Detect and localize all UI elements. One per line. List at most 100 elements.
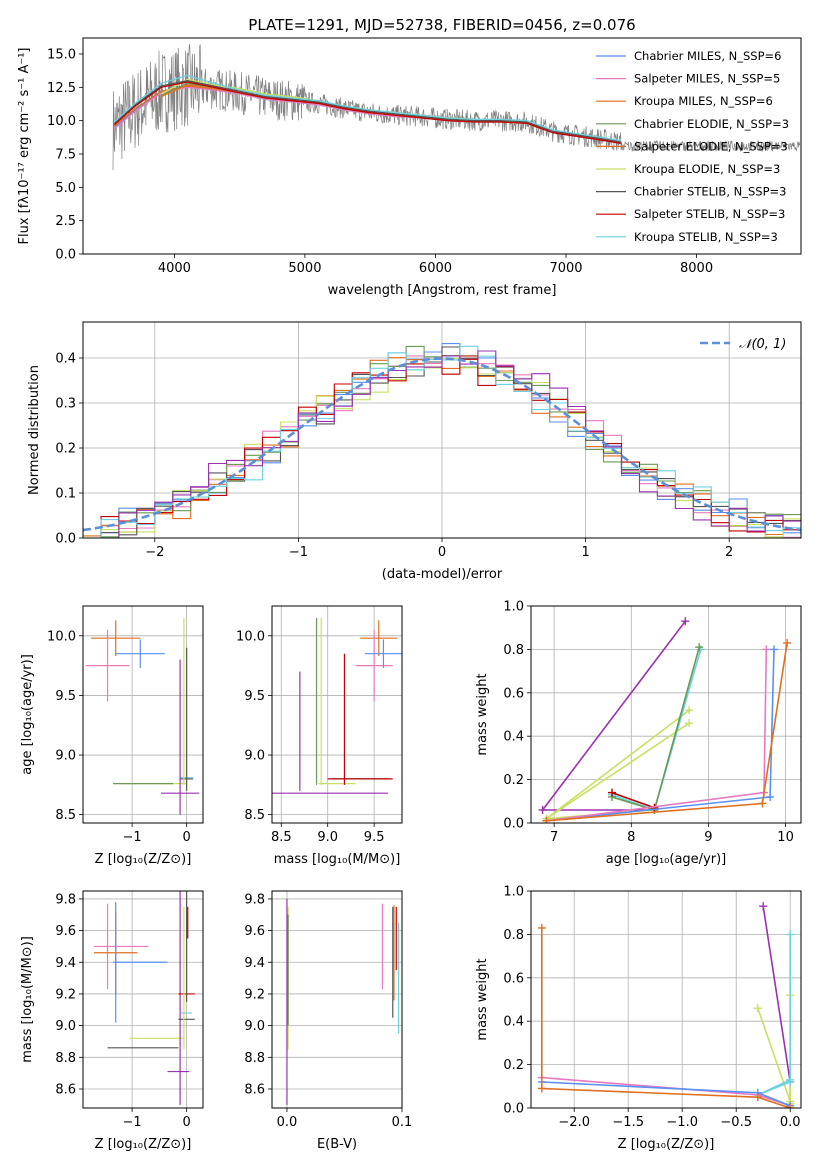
weight-point	[695, 643, 704, 652]
y-tick-label: 0.4	[503, 730, 524, 745]
plot-area	[85, 617, 200, 815]
y-tick-label: 0.3	[55, 397, 76, 412]
y-axis-label: age [log₁₀(age/yr)]	[20, 654, 35, 775]
axes-frame	[82, 37, 802, 255]
legend-entry: Chabrier ELODIE, N_SSP=3	[634, 117, 789, 131]
y-tick-label: 9.2	[244, 987, 265, 1002]
x-axis-label: mass [log₁₀(M/M⊙)]	[274, 852, 401, 867]
x-tick-label: 10	[777, 830, 794, 845]
model-spectrum-line	[113, 74, 621, 142]
x-tick-label: −1	[289, 545, 308, 560]
normal-curve	[83, 357, 801, 532]
x-tick-label: 9.5	[364, 830, 385, 845]
chart-mass_vs_z: −1 0 8.6 8.8 9.0 9.2 9.4 9.6 9.8 Z [log₁₀(Z/Z⊙)] m…	[20, 890, 204, 1152]
y-axis-label: mass weight	[475, 673, 490, 755]
weight-point	[538, 805, 547, 814]
x-tick-label: 0.0	[277, 1115, 298, 1130]
model-spectrum-line	[113, 81, 621, 144]
weight-point	[542, 816, 551, 823]
y-tick-label: 10.0	[236, 629, 265, 644]
y-tick-label: 0.4	[503, 1015, 524, 1030]
weight-line	[545, 722, 690, 820]
x-tick-label: 9	[704, 830, 712, 845]
x-axis-label: E(B-V)	[317, 1137, 357, 1152]
y-axis-label: mass weight	[475, 958, 490, 1040]
y-tick-label: 8.6	[55, 1082, 76, 1097]
weight-point	[786, 1104, 795, 1108]
weight-point	[753, 1004, 762, 1013]
weight-line	[611, 791, 655, 809]
weight-line	[757, 1007, 791, 1102]
chart-weight_vs_age: 7 8 9 10 0.0 0.2 0.4 0.6 0.8 1.0 age [log₁₀(age/yr…	[475, 600, 802, 867]
chart-title: PLATE=1291, MJD=52738, FIBERID=0456, z=0…	[248, 16, 635, 34]
weight-line	[541, 1076, 791, 1107]
y-tick-label: 8.8	[55, 1051, 76, 1066]
axes-frame	[271, 605, 403, 824]
y-axis-label: mass [log₁₀(M/M⊙)]	[20, 936, 35, 1063]
legend-entry: Chabrier MILES, N_SSP=6	[634, 49, 781, 63]
x-axis-label: Z [log₁₀(Z/Z⊙)]	[95, 852, 192, 867]
weight-point	[783, 638, 792, 647]
y-tick-label: 9.8	[244, 892, 265, 907]
x-tick-label: 6000	[419, 261, 452, 276]
x-axis-label: (data-model)/error	[382, 567, 503, 582]
y-tick-label: 0.6	[503, 971, 524, 986]
y-tick-label: 8.6	[244, 1082, 265, 1097]
x-tick-label: −1	[123, 1115, 142, 1130]
y-tick-label: 0.1	[55, 487, 76, 502]
y-tick-label: 9.6	[55, 924, 76, 939]
y-tick-label: 15.0	[47, 48, 76, 63]
y-tick-label: 0.8	[503, 928, 524, 943]
x-tick-label: 0	[182, 1115, 190, 1130]
plot-area	[538, 617, 792, 823]
y-tick-label: 10.0	[47, 114, 76, 129]
y-tick-label: 0.2	[55, 442, 76, 457]
x-tick-label: 7000	[549, 261, 582, 276]
y-tick-label: 0.0	[503, 1102, 524, 1117]
y-tick-label: 9.0	[55, 1019, 76, 1034]
y-tick-label: 9.0	[55, 749, 76, 764]
weight-point	[762, 645, 771, 654]
x-tick-label: 8000	[680, 261, 713, 276]
weight-point	[685, 706, 694, 715]
legend-entry: Kroupa ELODIE, N_SSP=3	[634, 162, 780, 176]
x-axis-label: Z [log₁₀(Z/Z⊙)]	[618, 1137, 715, 1152]
y-tick-label: 9.4	[244, 956, 265, 971]
legend-entry: Chabrier STELIB, N_SSP=3	[634, 185, 786, 199]
x-tick-label: −1.5	[612, 1115, 644, 1130]
y-tick-label: 9.4	[55, 956, 76, 971]
chart-mass_vs_ebv: 0.0 0.1 8.6 8.8 9.0 9.2 9.4 9.6 9.8 E(B-V)	[244, 890, 413, 1152]
y-tick-label: 0.6	[503, 686, 524, 701]
weight-point	[786, 1075, 795, 1084]
legend-entry: 𝒩(0, 1)	[739, 337, 786, 352]
x-tick-label: 0.1	[392, 1115, 413, 1130]
legend-entry: Salpeter ELODIE, N_SSP=3	[634, 139, 788, 153]
y-tick-label: 0.0	[55, 532, 76, 547]
weight-point	[759, 902, 768, 911]
legend-entry: Salpeter MILES, N_SSP=5	[634, 72, 780, 86]
plot-area	[112, 44, 801, 171]
y-axis-label: Normed distribution	[27, 365, 42, 495]
chart-weight_vs_z: −2.0 −1.5 −1.0 −0.5 0.0 0.0 0.2 0.4 0.6 0.8 1.0 Z […	[475, 885, 802, 1152]
x-axis-label: Z [log₁₀(Z/Z⊙)]	[95, 1137, 192, 1152]
y-tick-label: 9.0	[244, 749, 265, 764]
x-tick-label: −0.5	[720, 1115, 752, 1130]
plot-area	[93, 891, 195, 1105]
weight-point	[753, 1093, 762, 1102]
x-tick-label: 0.0	[780, 1115, 801, 1130]
y-tick-label: 9.5	[244, 689, 265, 704]
chart-spectrum: 4000 5000 6000 7000 8000 0.0 2.5 5.0 7.5 10.0 12.5…	[17, 16, 802, 298]
x-tick-label: 2	[725, 545, 733, 560]
weight-point	[770, 645, 778, 654]
axes-frame	[271, 890, 403, 1109]
axes-frame	[82, 890, 204, 1109]
y-tick-label: 0.4	[55, 352, 76, 367]
y-tick-label: 8.5	[244, 808, 265, 823]
plot-area	[286, 898, 400, 1105]
x-tick-label: 0	[438, 545, 446, 560]
weight-line	[540, 927, 791, 1108]
y-tick-label: 9.5	[55, 689, 76, 704]
y-tick-label: 1.0	[503, 885, 524, 900]
plot-area	[272, 617, 402, 794]
